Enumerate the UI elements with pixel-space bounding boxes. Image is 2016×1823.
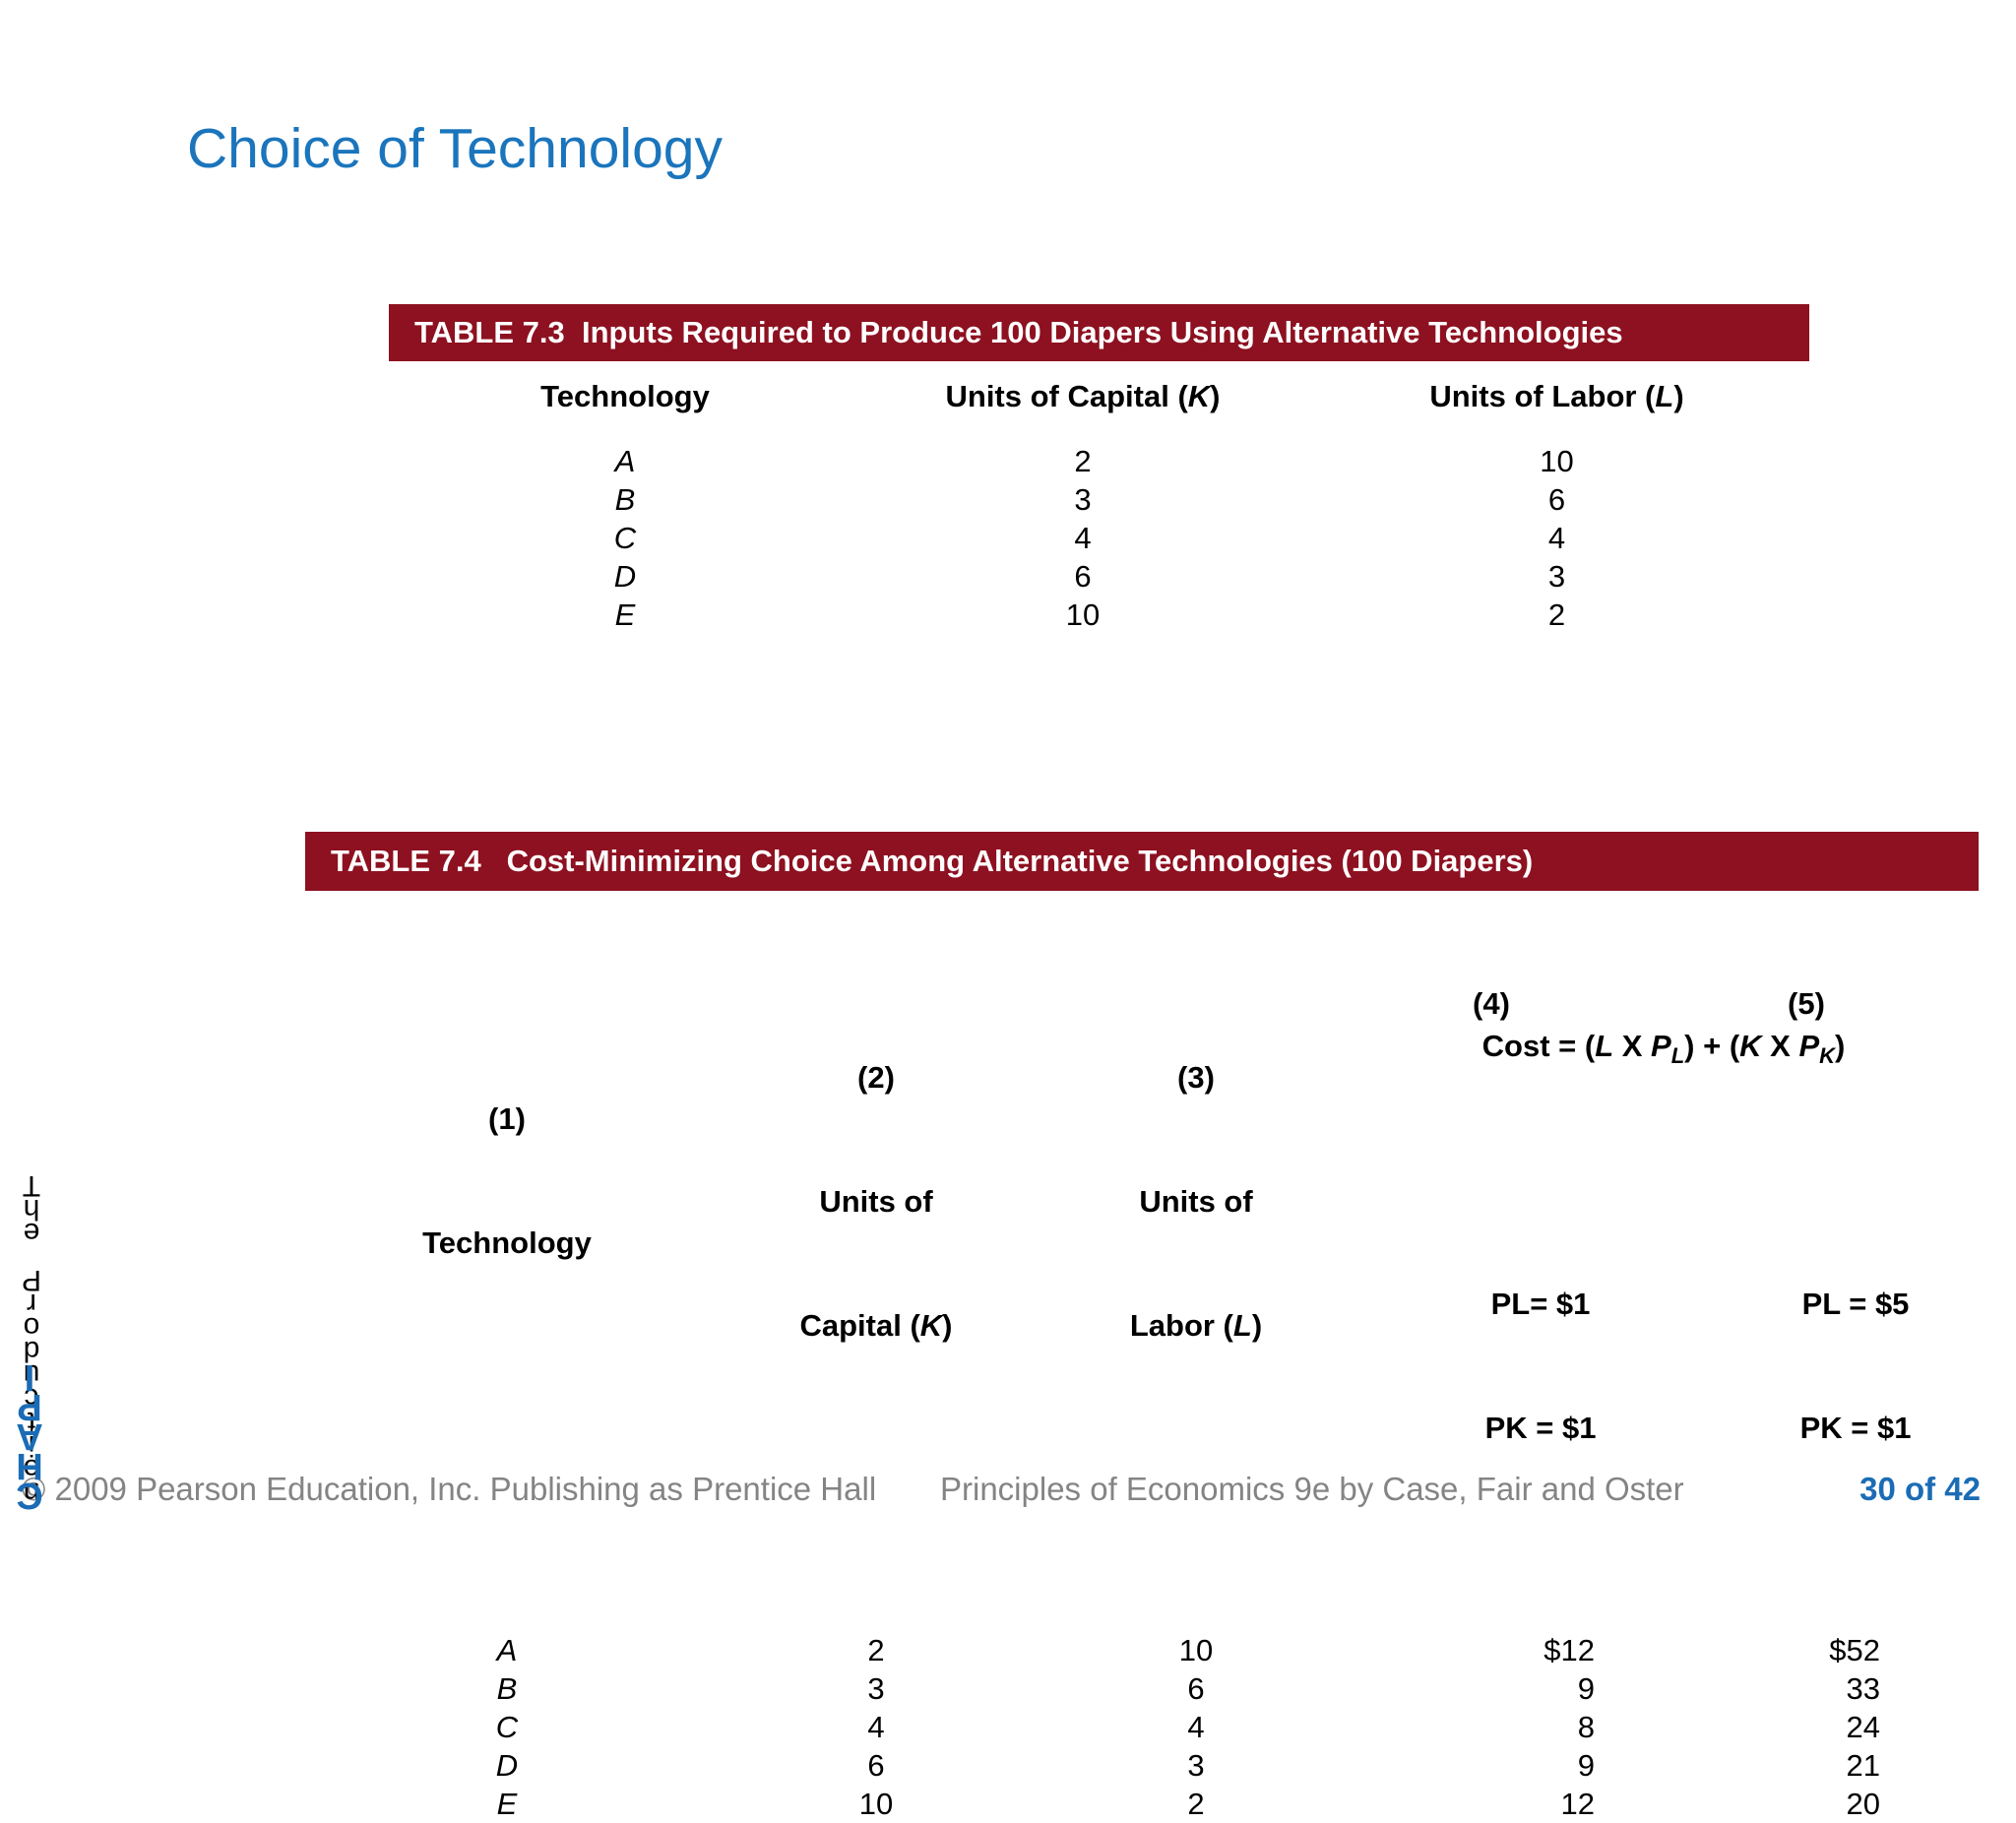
- table-7-4-data-rows: A 2 10 $12 $52 B 3 6 9 33 C 4 4 8 24 D 6…: [305, 1631, 1979, 1823]
- table-cell: 2: [867, 1633, 885, 1667]
- table-cell: 2: [1074, 444, 1092, 478]
- slide-title: Choice of Technology: [187, 117, 723, 180]
- table-cell: B: [614, 482, 636, 517]
- table-cell: 10: [1065, 597, 1101, 632]
- table-cell: D: [495, 1748, 519, 1783]
- table-7-3: TABLE 7.3 Inputs Required to Produce 100…: [389, 304, 1809, 634]
- table-cell: 6: [1187, 1671, 1205, 1706]
- table-cell: 3: [867, 1671, 885, 1706]
- table-cell: A: [496, 1633, 518, 1667]
- table-cell: 3: [1074, 482, 1092, 517]
- table-7-3-column-headers: Technology Units of Capital (K) Units of…: [389, 361, 1809, 416]
- table-7-4: TABLE 7.4 Cost-Minimizing Choice Among A…: [305, 832, 1979, 1823]
- column-header-units-of-capital: (2) Units of Capital (K): [799, 1060, 953, 1343]
- cost-formula: Cost = (L X PL) + (K X PK): [1481, 1029, 1846, 1069]
- table-cell: $52: [1829, 1633, 1880, 1667]
- column-header-technology: (1) Technology: [422, 1101, 592, 1260]
- table-cell: 3: [1187, 1748, 1205, 1783]
- table-cell: 33: [1846, 1671, 1880, 1706]
- footer-copyright: © 2009 Pearson Education, Inc. Publishin…: [22, 1471, 877, 1507]
- table-cell: 4: [867, 1710, 885, 1744]
- column-header-cost-case-1: (4) PL= $1 PK = $1: [1349, 891, 1634, 1614]
- table-cell: E: [496, 1787, 518, 1821]
- table-cell: 4: [1074, 521, 1092, 555]
- table-cell: E: [614, 597, 636, 632]
- table-cell: 4: [1187, 1710, 1205, 1744]
- table-cell: 10: [858, 1787, 894, 1821]
- table-cell: 21: [1846, 1748, 1880, 1783]
- table-cell: 6: [867, 1748, 885, 1783]
- column-header-units-of-labor: (3) Units of Labor (L): [1129, 1060, 1263, 1343]
- table-cell: 10: [1540, 444, 1574, 478]
- table-7-4-column-headers: (1) Technology (2) Units of Capital (K) …: [305, 891, 1979, 1614]
- table-cell: B: [496, 1671, 518, 1706]
- footer-book-title: Principles of Economics 9e by Case, Fair…: [940, 1471, 1684, 1507]
- table-cell: 20: [1846, 1787, 1880, 1821]
- table-7-4-header-bar: TABLE 7.4 Cost-Minimizing Choice Among A…: [305, 832, 1979, 891]
- table-cell: 9: [1577, 1671, 1595, 1706]
- column-header-units-of-labor: Units of Labor (L): [1429, 379, 1684, 413]
- table-cell: 2: [1547, 597, 1566, 632]
- table-cell: 12: [1560, 1787, 1595, 1821]
- table-cell: 9: [1577, 1748, 1595, 1783]
- table-cell: C: [495, 1710, 519, 1744]
- table-7-3-header-bar: TABLE 7.3 Inputs Required to Produce 100…: [389, 304, 1809, 361]
- table-cell: 6: [1547, 482, 1566, 517]
- table-cell: 6: [1074, 559, 1092, 594]
- column-header-units-of-capital: Units of Capital (K): [945, 379, 1221, 413]
- table-cell: C: [613, 521, 637, 555]
- price-assumptions-col4: PL= $1 PK = $1: [1484, 1287, 1597, 1445]
- table-cell: D: [613, 559, 637, 594]
- table-cell: 2: [1187, 1787, 1205, 1821]
- table-cell: 24: [1846, 1710, 1880, 1744]
- table-cell: 8: [1577, 1710, 1595, 1744]
- table-cell: A: [614, 444, 636, 478]
- table-cell: 3: [1547, 559, 1566, 594]
- table-cell: 4: [1547, 521, 1566, 555]
- column-header-cost-case-2: (5) PL = $5 PK = $1: [1634, 891, 1979, 1614]
- table-cell: 10: [1178, 1633, 1214, 1667]
- column-header-technology: Technology: [540, 379, 710, 413]
- price-assumptions-col5: PL = $5 PK = $1: [1799, 1287, 1912, 1445]
- table-7-3-data-rows: A 2 10 B 3 6 C 4 4 D 6 3 E 10 2: [389, 442, 1809, 634]
- page-indicator: 30 of 42: [1859, 1471, 1981, 1507]
- table-cell: $12: [1544, 1633, 1595, 1667]
